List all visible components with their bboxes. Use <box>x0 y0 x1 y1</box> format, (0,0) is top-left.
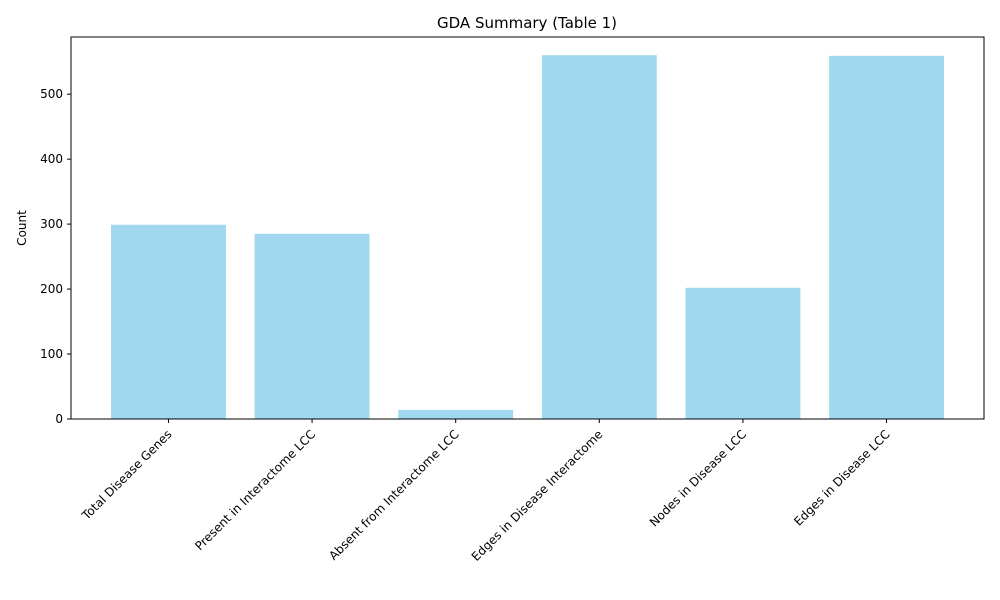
bar-5 <box>829 55 944 419</box>
y-tick-label-1: 100 <box>40 347 63 361</box>
bar-0 <box>111 224 226 419</box>
bar-1 <box>254 233 370 419</box>
x-tick-label-2: Absent from Interactome LCC <box>326 427 462 563</box>
bar-4 <box>685 287 801 419</box>
y-axis-label: Count <box>15 210 29 246</box>
x-tick-label-5: Edges in Disease LCC <box>791 427 892 528</box>
plot-frame <box>70 36 985 420</box>
chart-title: GDA Summary (Table 1) <box>437 14 617 32</box>
bar-3 <box>541 55 657 419</box>
y-tick-label-5: 500 <box>40 87 63 101</box>
y-tick-label-0: 0 <box>55 412 63 426</box>
x-tick-label-3: Edges in Disease Interactome <box>469 427 606 564</box>
bar-2 <box>398 409 514 419</box>
x-tick-label-4: Nodes in Disease LCC <box>647 427 749 529</box>
bars-group <box>111 55 944 419</box>
y-tick-label-4: 400 <box>40 152 63 166</box>
x-axis: Total Disease Genes Present in Interactom… <box>79 419 893 564</box>
y-tick-label-2: 200 <box>40 282 63 296</box>
x-tick-label-1: Present in Interactome LCC <box>192 427 318 553</box>
y-tick-label-3: 300 <box>40 217 63 231</box>
y-axis: 0 100 200 300 400 500 <box>40 87 71 426</box>
x-tick-label-0: Total Disease Genes <box>79 427 175 523</box>
